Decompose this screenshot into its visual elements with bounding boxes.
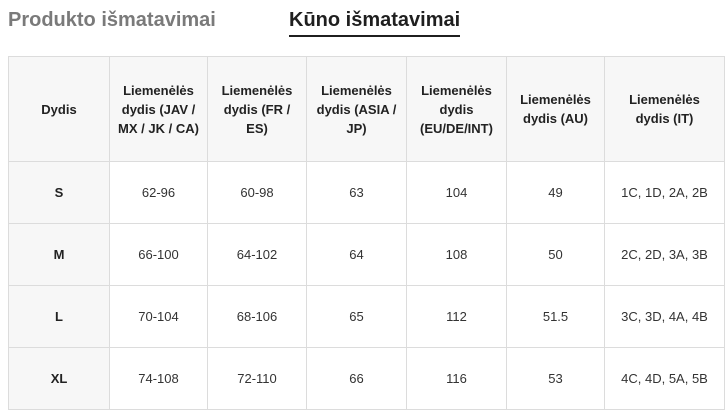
table-cell: 66-100	[109, 223, 208, 286]
size-cell: S	[8, 161, 110, 224]
header-it: Liemenėlės dydis (IT)	[604, 56, 725, 162]
table-cell: 1C, 1D, 2A, 2B	[604, 161, 725, 224]
table-cell: 72-110	[207, 347, 307, 410]
table-cell: 112	[406, 285, 507, 348]
table-cell: 62-96	[109, 161, 208, 224]
table-cell: 63	[306, 161, 407, 224]
table-cell: 2C, 2D, 3A, 3B	[604, 223, 725, 286]
table-cell: 51.5	[506, 285, 605, 348]
table-cell: 65	[306, 285, 407, 348]
table-cell: 66	[306, 347, 407, 410]
tab-product-measurements[interactable]: Produkto išmatavimai	[8, 9, 216, 31]
size-table: Dydis Liemenėlės dydis (JAV / MX / JK / …	[8, 56, 725, 410]
table-row: L 70-104 68-106 65 112 51.5 3C, 3D, 4A, …	[8, 285, 725, 348]
size-cell: L	[8, 285, 110, 348]
header-fr-es: Liemenėlės dydis (FR / ES)	[207, 56, 307, 162]
table-cell: 60-98	[207, 161, 307, 224]
table-row: S 62-96 60-98 63 104 49 1C, 1D, 2A, 2B	[8, 161, 725, 224]
table-cell: 116	[406, 347, 507, 410]
header-eu-de-int: Liemenėlės dydis (EU/DE/INT)	[406, 56, 507, 162]
size-table-container[interactable]: Dydis Liemenėlės dydis (JAV / MX / JK / …	[8, 56, 725, 410]
table-cell: 64-102	[207, 223, 307, 286]
table-cell: 49	[506, 161, 605, 224]
size-cell: XL	[8, 347, 110, 410]
table-cell: 4C, 4D, 5A, 5B	[604, 347, 725, 410]
table-row: M 66-100 64-102 64 108 50 2C, 2D, 3A, 3B	[8, 223, 725, 286]
table-cell: 50	[506, 223, 605, 286]
table-cell: 3C, 3D, 4A, 4B	[604, 285, 725, 348]
table-cell: 53	[506, 347, 605, 410]
header-asia-jp: Liemenėlės dydis (ASIA / JP)	[306, 56, 407, 162]
table-cell: 74-108	[109, 347, 208, 410]
header-size: Dydis	[8, 56, 110, 162]
header-us-mx-uk-ca: Liemenėlės dydis (JAV / MX / JK / CA)	[109, 56, 208, 162]
table-cell: 104	[406, 161, 507, 224]
header-au: Liemenėlės dydis (AU)	[506, 56, 605, 162]
size-cell: M	[8, 223, 110, 286]
table-cell: 64	[306, 223, 407, 286]
active-tab-underline	[289, 35, 461, 37]
table-cell: 70-104	[109, 285, 208, 348]
tab-body-measurements-label: Kūno išmatavimai	[289, 9, 461, 31]
table-row: XL 74-108 72-110 66 116 53 4C, 4D, 5A, 5…	[8, 347, 725, 410]
measurement-tabs: Produkto išmatavimai Kūno išmatavimai	[0, 0, 725, 56]
tab-body-measurements[interactable]: Kūno išmatavimai	[289, 9, 461, 37]
table-cell: 108	[406, 223, 507, 286]
table-header-row: Dydis Liemenėlės dydis (JAV / MX / JK / …	[8, 56, 725, 162]
table-cell: 68-106	[207, 285, 307, 348]
